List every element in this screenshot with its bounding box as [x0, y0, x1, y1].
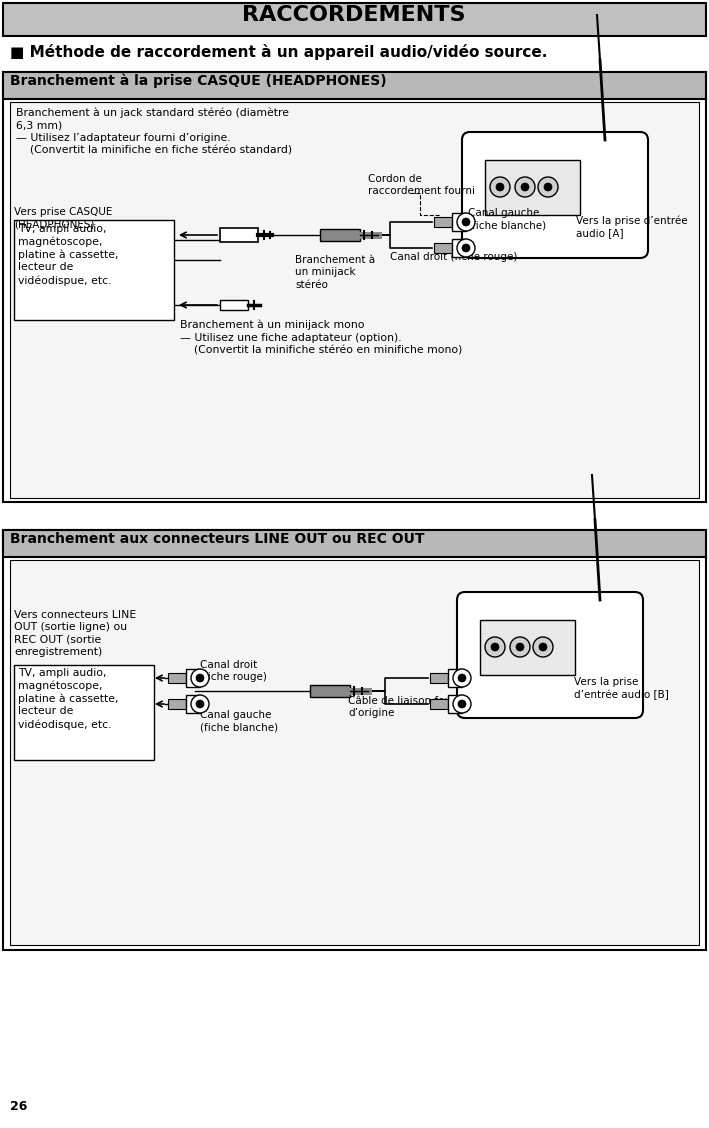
Text: Vers la prise
d’entrée audio [B]: Vers la prise d’entrée audio [B]: [574, 677, 669, 700]
Text: 26: 26: [10, 1100, 28, 1113]
Bar: [168, 673, 186, 682]
Text: Câble de liaison fourni
d’origine: Câble de liaison fourni d’origine: [348, 696, 465, 719]
Circle shape: [191, 695, 209, 713]
Bar: [3, 530, 706, 950]
Text: Branchement à
un minijack
stéréo: Branchement à un minijack stéréo: [295, 255, 375, 290]
Bar: [220, 300, 248, 310]
Circle shape: [457, 213, 475, 231]
Circle shape: [538, 177, 558, 197]
Circle shape: [462, 244, 470, 252]
Text: Branchement à un jack standard stéréo (diamètre
6,3 mm)
— Utilisez l’adaptateur : Branchement à un jack standard stéréo (d…: [16, 108, 292, 156]
Text: Canal gauche
(fiche blanche): Canal gauche (fiche blanche): [468, 208, 546, 230]
Circle shape: [458, 675, 466, 682]
Bar: [186, 695, 200, 713]
Bar: [430, 699, 448, 710]
Circle shape: [196, 675, 204, 682]
Bar: [14, 666, 154, 760]
Circle shape: [539, 643, 547, 651]
Circle shape: [485, 637, 505, 656]
Circle shape: [458, 700, 466, 708]
Circle shape: [196, 700, 204, 708]
Text: Canal droit (fiche rouge): Canal droit (fiche rouge): [390, 252, 518, 262]
Text: Canal droit
(fiche rouge): Canal droit (fiche rouge): [200, 660, 267, 682]
Circle shape: [544, 183, 552, 191]
Text: Branchement à la prise CASQUE (HEADPHONES): Branchement à la prise CASQUE (HEADPHONE…: [10, 74, 386, 88]
Bar: [14, 220, 174, 320]
Bar: [10, 102, 699, 497]
Text: Cordon de
raccordement fourni: Cordon de raccordement fourni: [368, 174, 475, 196]
Text: RACCORDEMENTS: RACCORDEMENTS: [242, 5, 466, 25]
Bar: [3, 72, 706, 99]
Circle shape: [510, 637, 530, 656]
Circle shape: [516, 643, 524, 651]
Bar: [480, 620, 575, 675]
Bar: [10, 559, 699, 945]
Text: Canal gauche
(fiche blanche): Canal gauche (fiche blanche): [200, 710, 278, 732]
Bar: [430, 673, 448, 682]
Text: ■ Méthode de raccordement à un appareil audio/vidéo source.: ■ Méthode de raccordement à un appareil …: [10, 44, 547, 60]
Bar: [3, 72, 706, 502]
Circle shape: [490, 177, 510, 197]
Bar: [434, 217, 452, 227]
Circle shape: [453, 669, 471, 687]
Bar: [186, 669, 200, 687]
Bar: [434, 243, 452, 253]
Text: Branchement à un minijack mono
— Utilisez une fiche adaptateur (option).
    (Co: Branchement à un minijack mono — Utilise…: [180, 320, 462, 355]
Bar: [220, 228, 258, 243]
Circle shape: [515, 177, 535, 197]
Bar: [452, 213, 466, 231]
Circle shape: [457, 239, 475, 257]
Bar: [448, 669, 462, 687]
FancyBboxPatch shape: [462, 132, 648, 258]
Circle shape: [491, 643, 499, 651]
Bar: [320, 229, 360, 241]
Text: Vers prise CASQUE
(HEADPHONES): Vers prise CASQUE (HEADPHONES): [14, 208, 112, 229]
Bar: [3, 3, 706, 36]
Circle shape: [462, 218, 470, 226]
Circle shape: [533, 637, 553, 656]
FancyBboxPatch shape: [457, 592, 643, 719]
Circle shape: [521, 183, 529, 191]
Circle shape: [453, 695, 471, 713]
Circle shape: [191, 669, 209, 687]
Text: Vers connecteurs LINE
OUT (sortie ligne) ou
REC OUT (sortie
enregistrement): Vers connecteurs LINE OUT (sortie ligne)…: [14, 610, 136, 658]
Text: TV, ampli audio,
magnétoscope,
platine à cassette,
lecteur de
vidéodispue, etc.: TV, ampli audio, magnétoscope, platine à…: [18, 224, 118, 285]
Bar: [448, 695, 462, 713]
Text: Vers la prise d’entrée
audio [A]: Vers la prise d’entrée audio [A]: [576, 215, 688, 238]
Circle shape: [496, 183, 504, 191]
Bar: [310, 685, 350, 697]
Bar: [3, 530, 706, 557]
Bar: [452, 239, 466, 257]
Text: TV, ampli audio,
magnétoscope,
platine à cassette,
lecteur de
vidéodisque, etc.: TV, ampli audio, magnétoscope, platine à…: [18, 668, 118, 730]
Bar: [485, 160, 580, 215]
Bar: [168, 699, 186, 710]
Text: Branchement aux connecteurs LINE OUT ou REC OUT: Branchement aux connecteurs LINE OUT ou …: [10, 532, 425, 546]
